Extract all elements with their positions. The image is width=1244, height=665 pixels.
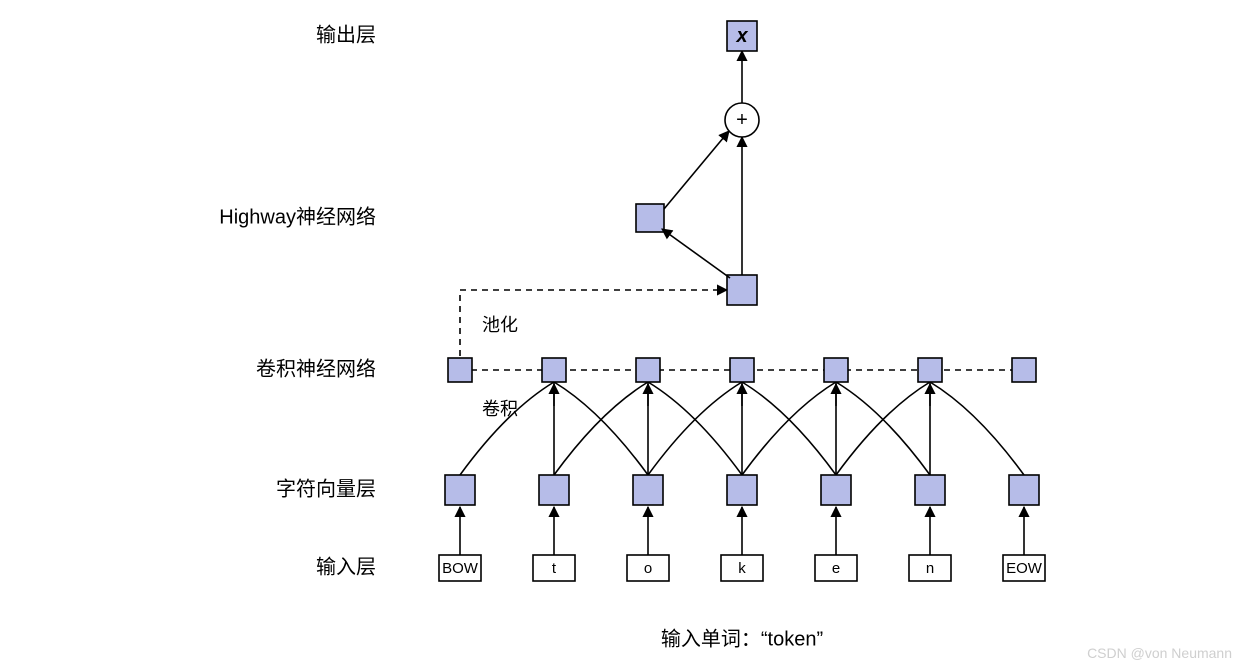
conv-curve xyxy=(742,382,836,475)
conv-curve xyxy=(648,382,742,475)
caption: 输入单词：“token” xyxy=(661,627,823,650)
diagram-canvas: 输出层 Highway神经网络卷积神经网络字符向量层输入层 池化卷积输入单词：“to… xyxy=(0,0,1244,665)
watermark: CSDN @von Neumann xyxy=(1087,645,1232,661)
conv-box xyxy=(730,358,754,382)
plus-icon: + xyxy=(736,109,748,131)
layer-label-output: 输出层 xyxy=(316,23,376,46)
embedding-box xyxy=(445,475,475,505)
embedding-box xyxy=(915,475,945,505)
conv-box xyxy=(636,358,660,382)
pool-output-box xyxy=(727,275,757,305)
layer-label-highway: Highway神经网络 xyxy=(219,205,376,228)
conv-curve xyxy=(930,382,1024,475)
conv-curve xyxy=(460,382,554,475)
conv-curve xyxy=(554,382,648,475)
layer-label-input: 输入层 xyxy=(316,555,376,578)
conv-box xyxy=(918,358,942,382)
conv-curve xyxy=(836,382,930,475)
input-cell-text: EOW xyxy=(1006,560,1043,577)
arrow-highway-to-plus xyxy=(664,131,729,209)
output-glyph: x xyxy=(735,25,748,47)
embedding-box xyxy=(727,475,757,505)
highway-box xyxy=(636,204,664,232)
conv-box xyxy=(1012,358,1036,382)
input-cell-text: o xyxy=(644,560,652,577)
arrow-pool-to-highway xyxy=(662,229,730,278)
label-conv: 卷积 xyxy=(482,399,518,419)
conv-curve xyxy=(648,382,742,475)
input-cell-text: e xyxy=(832,560,840,577)
conv-curve xyxy=(554,382,648,475)
input-cell-text: BOW xyxy=(442,560,479,577)
conv-curve xyxy=(742,382,836,475)
conv-curve xyxy=(836,382,930,475)
input-cell-text: n xyxy=(926,560,934,577)
layer-label-cnn: 卷积神经网络 xyxy=(256,357,376,380)
label-pool: 池化 xyxy=(482,315,518,335)
input-cell-text: k xyxy=(738,560,746,577)
embedding-box xyxy=(821,475,851,505)
conv-box xyxy=(542,358,566,382)
embedding-box xyxy=(633,475,663,505)
embedding-box xyxy=(1009,475,1039,505)
conv-box xyxy=(824,358,848,382)
embedding-box xyxy=(539,475,569,505)
layer-label-emb: 字符向量层 xyxy=(276,477,376,500)
conv-box xyxy=(448,358,472,382)
